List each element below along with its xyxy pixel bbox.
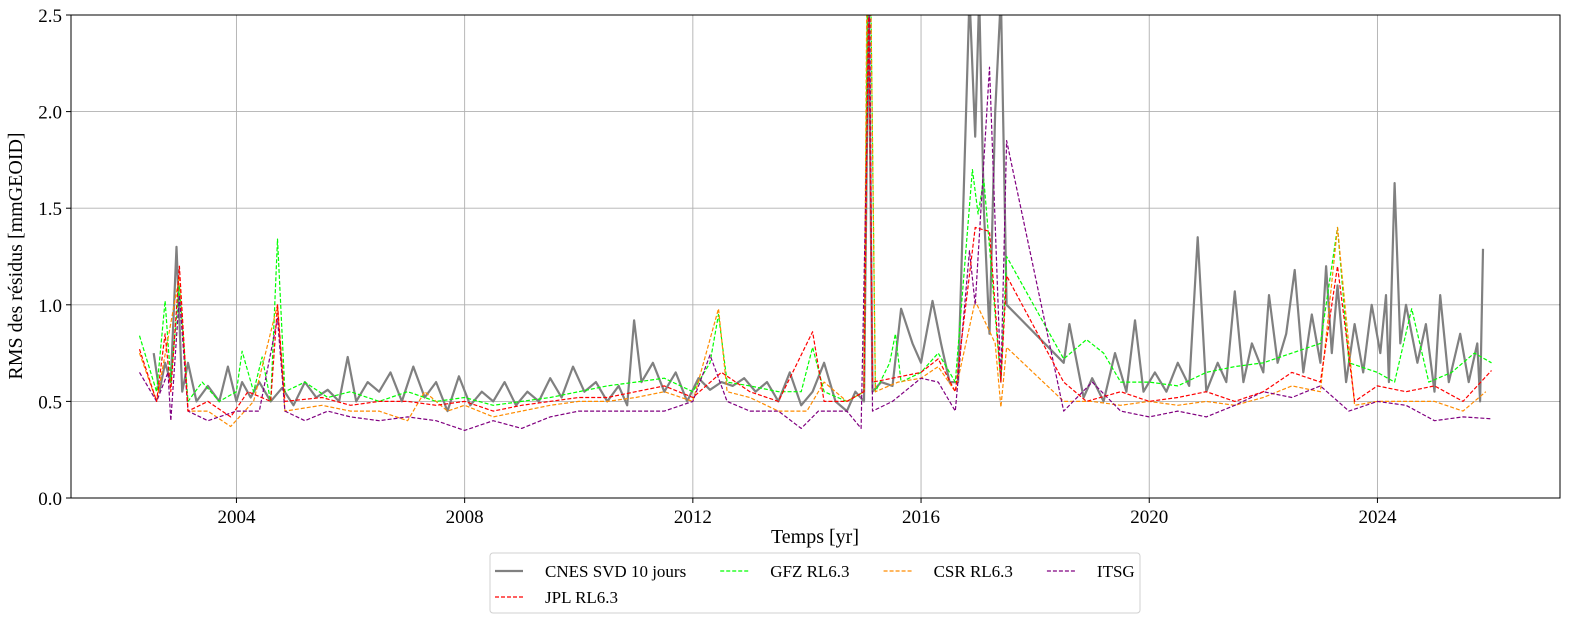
y-tick-label: 1.0 [38, 296, 62, 317]
legend-label-jpl-rl6-3: JPL RL6.3 [545, 588, 618, 607]
grid-lines [71, 14, 1560, 499]
legend-box [489, 552, 1141, 614]
series-line-jpl-rl6-3 [138, 15, 1492, 418]
y-axis-label: RMS des résidus [mmGEOID] [5, 132, 27, 379]
series-line-gfz-rl6-3 [138, 15, 1492, 406]
y-tick-label: 1.5 [38, 199, 62, 220]
legend-label-gfz-rl6-3: GFZ RL6.3 [770, 562, 849, 581]
series-line-cnes-svd-10-jours [152, 15, 1485, 413]
legend-label-cnes-svd-10-jours: CNES SVD 10 jours [545, 562, 686, 581]
x-tick-label: 2016 [902, 507, 940, 528]
plot-area-frame [70, 14, 1561, 499]
legend: CNES SVD 10 jours GFZ RL6.3 CSR RL6.3 ITSG J… [489, 552, 1141, 614]
x-tick-label: 2024 [1358, 507, 1397, 528]
series-line-csr-rl6-3 [138, 15, 1487, 428]
y-tick-label: 2.0 [38, 103, 62, 124]
series-line-itsg [138, 15, 1492, 431]
legend-label-csr-rl6-3: CSR RL6.3 [934, 562, 1013, 581]
y-tick-label: 2.5 [38, 6, 62, 27]
series-lines [138, 15, 1492, 431]
y-tick-label: 0.0 [38, 489, 62, 510]
axis-ticks: 2004 2008 2012 2016 2020 2024 0.0 0.5 1.0 1.5 2.0 2… [38, 6, 1397, 528]
x-axis-label: Temps [yr] [771, 526, 859, 548]
x-tick-label: 2008 [446, 507, 484, 528]
x-tick-label: 2020 [1130, 507, 1168, 528]
y-tick-label: 0.5 [38, 392, 62, 413]
legend-label-itsg: ITSG [1097, 562, 1135, 581]
x-tick-label: 2004 [217, 507, 256, 528]
x-tick-label: 2012 [674, 507, 712, 528]
